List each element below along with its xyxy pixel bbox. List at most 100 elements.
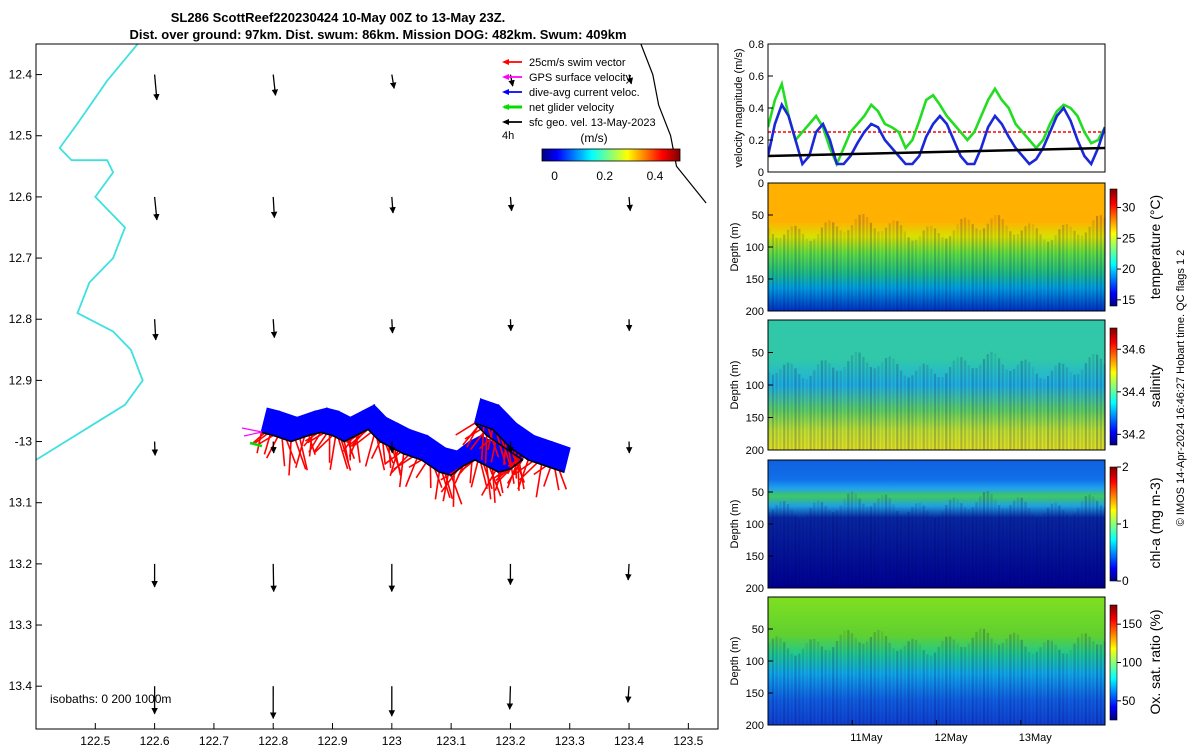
profile-streak [1080, 369, 1084, 450]
profile-streak [949, 236, 952, 311]
swim-vector [364, 435, 375, 467]
profile-streak [1024, 501, 1027, 588]
swim-vector [254, 433, 268, 444]
profile-streak [971, 368, 974, 450]
profile-streak [1050, 370, 1053, 450]
swim-vector [491, 469, 505, 480]
depth-ticklabel: 50 [752, 210, 764, 222]
profile-streak [809, 376, 812, 450]
profile-streak [964, 647, 967, 725]
profile-streak [986, 490, 989, 588]
profile-streak [941, 237, 944, 311]
swim-vector [452, 472, 455, 507]
profile-streak [922, 230, 925, 311]
profile-streak [918, 366, 921, 450]
profile-streak [798, 374, 801, 450]
profile-streak [775, 373, 778, 450]
map-x-ticklabel: 123.5 [673, 734, 703, 748]
isobath-200m-line [36, 44, 144, 461]
profile-streak [1073, 374, 1076, 450]
profile-streak [813, 370, 816, 450]
profile-streak [937, 516, 940, 588]
profile-streak [933, 373, 937, 450]
profile-streak [820, 360, 823, 450]
profile-streak [820, 646, 823, 725]
map-legend: 25cm/s swim vector GPS surface velocity di… [502, 57, 656, 129]
profile-streak [956, 357, 959, 450]
profile-streak [877, 366, 880, 450]
profile-streak [990, 493, 993, 588]
profile-streak [824, 222, 827, 311]
title-line-1: SL286 ScottReef220230424 10-May 00Z to 1… [171, 10, 506, 25]
profile-streak [881, 631, 884, 725]
map-x-ticklabel: 123 [382, 734, 402, 748]
swim-vector [294, 439, 307, 470]
profile-streak [994, 643, 997, 725]
profile-streak [915, 370, 918, 450]
swim-vector [390, 454, 409, 475]
depth-ticklabel: 50 [752, 487, 764, 499]
gps-vector-line [241, 427, 263, 433]
profile-streak [979, 496, 982, 588]
profile-streak [1016, 634, 1019, 725]
profile-streak [1047, 507, 1050, 588]
profile-streak [1065, 224, 1068, 311]
profile-streak [952, 230, 955, 311]
swim-vector [337, 438, 349, 470]
profile-streak [1058, 505, 1061, 588]
swim-vector [370, 441, 381, 459]
profile-streak [911, 507, 914, 588]
profile-streak [1001, 219, 1004, 311]
swim-vector [394, 449, 402, 476]
profile-streak [956, 643, 959, 725]
map-y-ticklabel: 13.1 [9, 496, 33, 510]
profile-streak [1035, 228, 1038, 311]
colorbar-ticklabel: 150 [1122, 617, 1142, 631]
gps-surface-vector-marker [241, 427, 263, 448]
depth-ticklabel: 50 [752, 624, 764, 636]
profile-streak [1047, 639, 1050, 725]
swim-vector [442, 474, 449, 502]
profile-streak [786, 362, 790, 450]
profile-streak [1043, 239, 1046, 311]
profile-streak [839, 370, 842, 450]
profile-streak [926, 226, 929, 311]
swim-vector [533, 465, 547, 476]
profile-streak [960, 503, 963, 588]
profile-streak [824, 360, 827, 450]
profile-streak [990, 351, 993, 450]
swim-vector [480, 462, 488, 489]
profile-streak [1054, 365, 1057, 450]
profile-streak [896, 510, 899, 588]
profile-streak [869, 367, 872, 450]
profile-streak [843, 367, 846, 450]
profile-streak [1073, 513, 1076, 588]
map-frame [35, 43, 719, 730]
profile-streak [854, 638, 857, 725]
profile-streak [911, 375, 914, 450]
profile-streak [903, 515, 906, 588]
profile-streak [915, 640, 918, 725]
profile-streak [933, 228, 937, 311]
profile-streak [1092, 354, 1095, 450]
profile-streak [1077, 234, 1080, 311]
title-line-2: Dist. over ground: 97km. Dist. swum: 86k… [129, 27, 626, 42]
profile-streak [922, 650, 925, 725]
profile-streak [990, 638, 993, 725]
swim-vectors [252, 422, 568, 507]
profile-streak [783, 364, 786, 450]
profile-streak [892, 648, 895, 725]
profile-streak [949, 636, 952, 725]
profile-streak [843, 498, 846, 588]
profile-streak [768, 512, 771, 588]
profile-streak [1069, 226, 1072, 311]
profile-streak [971, 507, 974, 588]
profile-streak [794, 515, 797, 588]
profile-streak [768, 227, 771, 311]
profile-streak [892, 504, 895, 588]
profile-streak [1099, 215, 1102, 311]
profile-streak [964, 360, 967, 450]
profile-streak [1028, 362, 1031, 450]
profile-streak [862, 356, 865, 450]
velocity-plot-area [768, 79, 1105, 168]
